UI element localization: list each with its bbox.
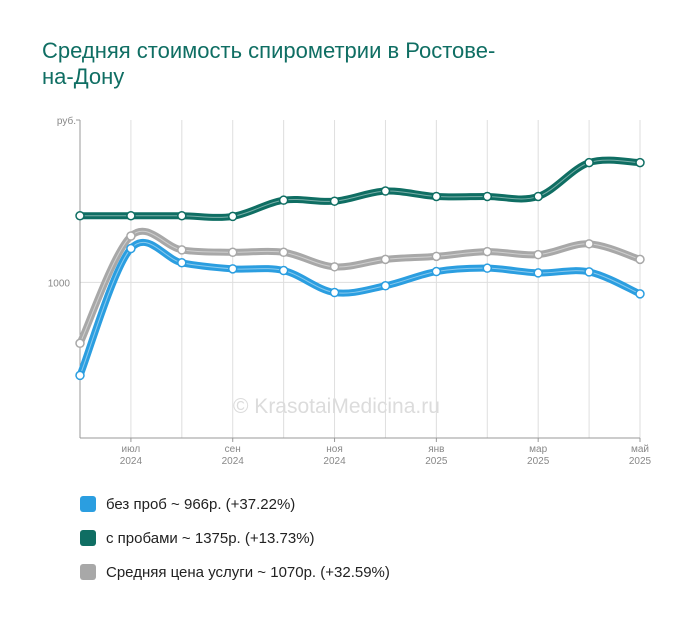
data-point — [227, 211, 238, 222]
data-point — [278, 195, 289, 205]
data-point — [380, 254, 391, 265]
data-point — [584, 157, 594, 168]
data-point — [635, 289, 645, 299]
y-axis-unit-label: руб. — [57, 115, 76, 127]
data-point — [380, 186, 391, 196]
data-point — [482, 263, 493, 273]
data-point — [126, 231, 136, 241]
data-point — [126, 243, 136, 254]
x-tick-label-month: ноя — [326, 444, 343, 455]
data-point — [278, 265, 289, 276]
series-line — [76, 227, 644, 347]
legend-item-s-probami[interactable]: с пробами ~ 1375р. (+13.73%) — [80, 521, 390, 555]
series-line — [76, 156, 644, 221]
legend-item-bez-prob[interactable]: без проб ~ 966р. (+37.22%) — [80, 487, 390, 521]
data-point — [482, 191, 493, 202]
data-point — [329, 287, 340, 298]
data-point — [75, 210, 85, 221]
x-tick-label-month: июл — [122, 444, 141, 455]
data-point — [177, 210, 187, 221]
data-point — [533, 191, 543, 202]
data-point — [75, 370, 85, 381]
x-tick-label-year: 2024 — [323, 456, 346, 467]
x-tick-label-year: 2025 — [527, 456, 550, 467]
legend-label: Средняя цена услуги ~ 1070р. (+32.59%) — [106, 563, 390, 581]
x-tick-label-month: май — [631, 444, 649, 455]
data-point — [126, 210, 136, 221]
x-tick-label-year: 2024 — [222, 456, 245, 467]
y-tick-label: 1000 — [48, 278, 71, 289]
legend-swatch — [80, 496, 96, 512]
legend-swatch — [80, 530, 96, 546]
data-point — [177, 245, 187, 255]
x-tick-label-year: 2024 — [120, 456, 143, 467]
data-point — [380, 281, 391, 291]
x-tick-label-month: янв — [428, 444, 444, 455]
legend: без проб ~ 966р. (+37.22%) с пробами ~ 1… — [80, 487, 390, 589]
data-point — [227, 247, 238, 258]
data-point — [431, 251, 442, 262]
x-tick-label-year: 2025 — [425, 456, 448, 467]
data-point — [329, 262, 340, 272]
watermark: © KrasotaiMedicina.ru — [233, 395, 440, 418]
data-point — [635, 157, 645, 168]
data-point — [329, 196, 340, 206]
x-tick-label-month: сен — [225, 444, 241, 455]
legend-swatch — [80, 564, 96, 580]
data-point — [584, 239, 594, 249]
x-tick-label-year: 2025 — [629, 456, 652, 467]
data-point — [431, 191, 442, 202]
chart-title: Средняя стоимость спирометрии в Ростове-… — [42, 38, 496, 89]
data-point — [227, 264, 238, 274]
data-point — [584, 267, 594, 277]
data-point — [533, 268, 543, 278]
data-point — [482, 246, 493, 257]
data-point — [278, 247, 289, 258]
data-point — [431, 266, 442, 277]
legend-item-srednyaya-cena[interactable]: Средняя цена услуги ~ 1070р. (+32.59%) — [80, 555, 390, 589]
data-point — [75, 338, 85, 349]
legend-label: с пробами ~ 1375р. (+13.73%) — [106, 529, 315, 547]
data-point — [533, 249, 543, 260]
data-point — [177, 258, 187, 268]
x-tick-label-month: мар — [529, 444, 547, 455]
legend-label: без проб ~ 966р. (+37.22%) — [106, 495, 296, 513]
data-point — [635, 254, 645, 265]
